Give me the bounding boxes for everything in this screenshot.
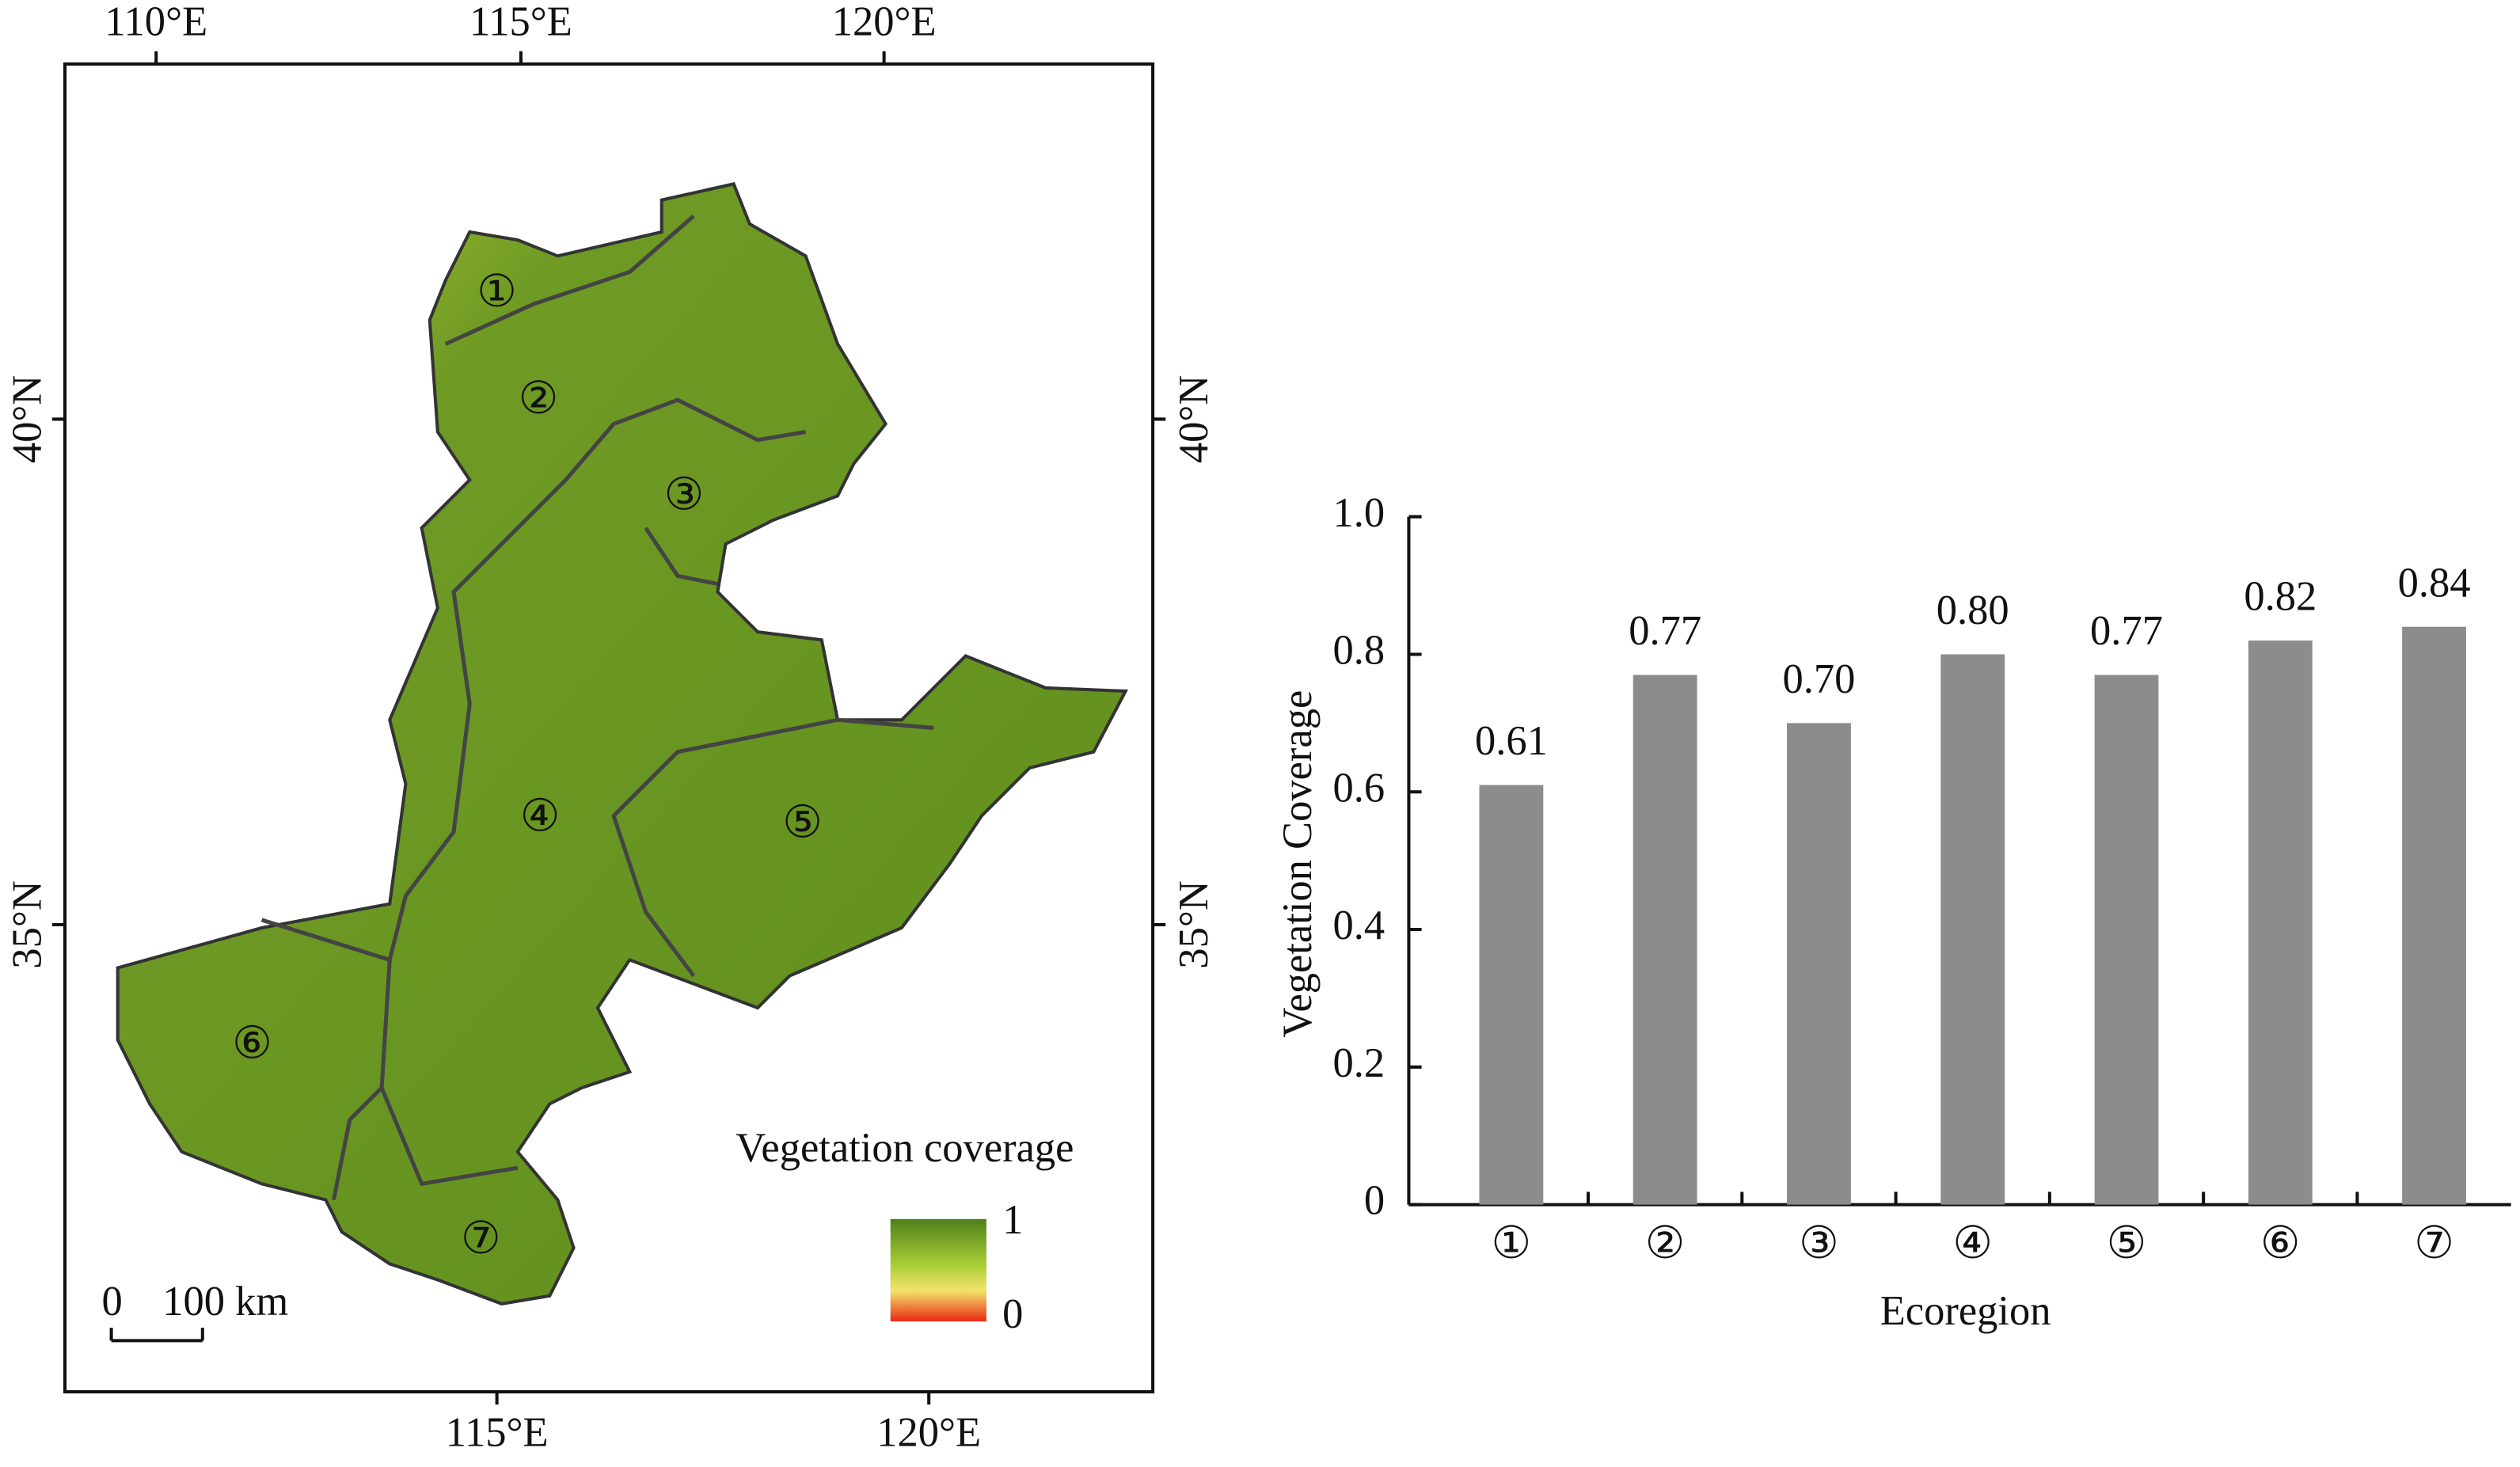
region-label: ③	[664, 470, 705, 519]
longitude-label: 115°E	[446, 1410, 549, 1456]
scale-label: 100 km	[162, 1279, 288, 1324]
longitude-label: 110°E	[105, 0, 207, 44]
region-label: ⑦	[461, 1214, 501, 1264]
bar	[1479, 785, 1544, 1205]
value-label: 0.84	[2398, 560, 2471, 606]
latitude-label: 35°N	[5, 880, 51, 968]
y-tick-label: 0.8	[1332, 628, 1385, 674]
longitude-label: 120°E	[876, 1410, 981, 1456]
x-tick-label: ③	[1799, 1219, 1839, 1268]
legend-min: 0	[1002, 1291, 1023, 1337]
legend-colorbar	[890, 1218, 986, 1322]
y-tick-label: 1.0	[1332, 490, 1385, 536]
scale-zero: 0	[101, 1279, 122, 1324]
y-axis-title: Vegetation Coverage	[1275, 690, 1321, 1038]
y-tick-label: 0.2	[1332, 1040, 1385, 1086]
value-label: 0.77	[1629, 608, 1701, 654]
y-tick-label: 0.4	[1332, 903, 1385, 948]
legend-title: Vegetation coverage	[735, 1125, 1074, 1171]
value-label: 0.61	[1475, 718, 1548, 764]
y-tick-label: 0.6	[1332, 765, 1385, 811]
region-label: ⑤	[782, 799, 823, 848]
x-tick-label: ⑤	[2107, 1219, 2147, 1268]
bar	[2094, 675, 2159, 1205]
x-tick-label: ④	[1952, 1219, 1993, 1268]
bar	[2402, 626, 2466, 1205]
legend-max: 1	[1002, 1197, 1023, 1243]
latitude-label: 40°N	[1171, 375, 1217, 463]
x-tick-label: ①	[1492, 1219, 1532, 1268]
latitude-label: 35°N	[1171, 880, 1217, 968]
value-label: 0.77	[2090, 608, 2163, 654]
x-tick-label: ②	[1645, 1219, 1686, 1268]
region-label: ⑥	[232, 1020, 272, 1069]
ecoregion-boundaries	[260, 214, 934, 1201]
longitude-label: 115°E	[469, 0, 572, 44]
region-label: ④	[520, 792, 561, 842]
latitude-label: 40°N	[5, 375, 51, 463]
bar	[1940, 654, 2005, 1205]
y-tick-label: 0	[1364, 1178, 1385, 1224]
region-label: ①	[477, 268, 517, 317]
study-area	[116, 182, 1129, 1305]
x-axis-title: Ecoregion	[1880, 1288, 2051, 1334]
bar	[1632, 675, 1697, 1205]
x-tick-label: ⑥	[2260, 1219, 2301, 1268]
x-tick-label: ⑦	[2414, 1219, 2454, 1268]
value-label: 0.70	[1782, 656, 1855, 702]
region-label: ②	[519, 374, 559, 424]
bar	[1787, 723, 1851, 1205]
longitude-label: 120°E	[832, 0, 937, 44]
map-frame	[63, 62, 1155, 1394]
bar	[2248, 640, 2313, 1205]
value-label: 0.82	[2244, 574, 2317, 620]
value-label: 0.80	[1937, 587, 2009, 633]
